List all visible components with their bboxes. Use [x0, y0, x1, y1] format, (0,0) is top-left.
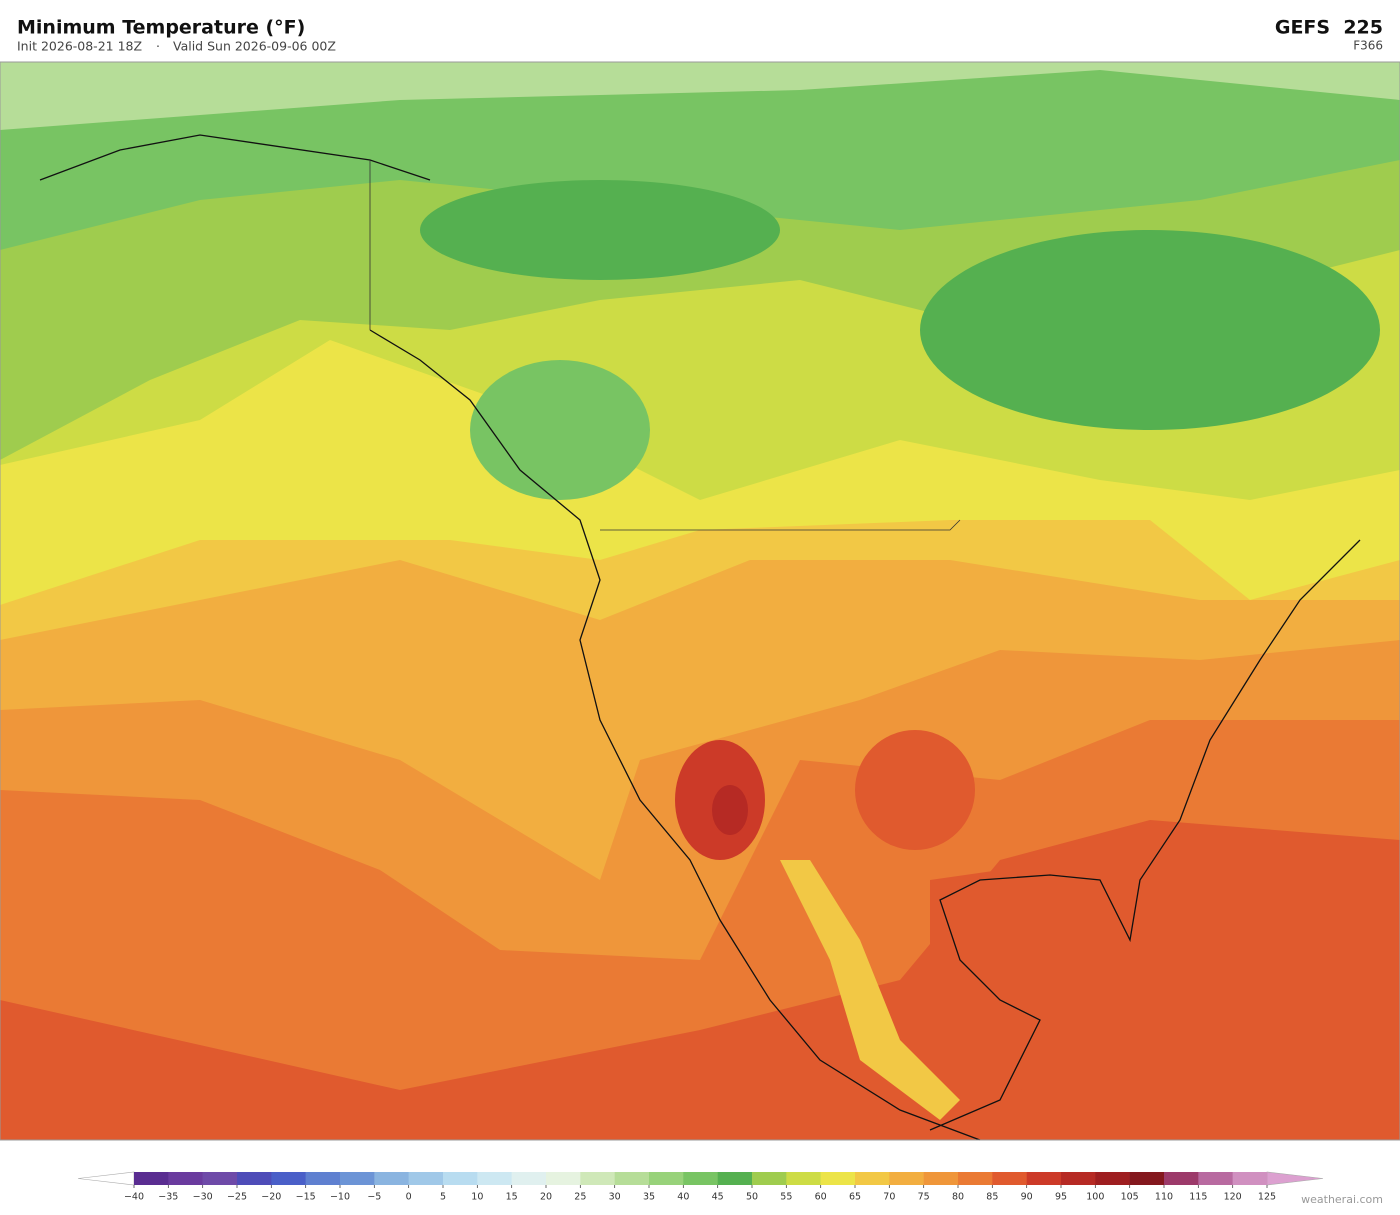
title: Minimum Temperature (°F) [17, 17, 305, 39]
colorbar-tick-label: −10 [330, 1192, 350, 1203]
colorbar-box [374, 1172, 409, 1185]
colorbar-box [614, 1172, 650, 1185]
forecast-hour: F366 [1353, 39, 1383, 53]
colorbar-tick-label: −20 [261, 1192, 281, 1203]
colorbar-tick-label: 125 [1258, 1192, 1276, 1203]
colorbar-box [1129, 1172, 1165, 1185]
colorbar-tick-label: −40 [124, 1192, 144, 1203]
colorbar-box [305, 1172, 341, 1185]
colorbar-tick-label: 0 [406, 1192, 412, 1203]
colorbar-box [958, 1172, 993, 1185]
colorbar-box [511, 1172, 547, 1185]
colorbar-tick-label: 25 [574, 1192, 586, 1203]
colorbar-box [752, 1172, 787, 1185]
colorbar-tick-label: 50 [746, 1192, 758, 1203]
colorbar-tick-label: −15 [296, 1192, 316, 1203]
colorbar: −40 −35 −30 −25 −20 −15 −10 −5 0 5 10 15 20 25 30 35 40 4… [77, 1171, 1324, 1203]
colorbar-box [1198, 1172, 1233, 1185]
colorbar-box [408, 1172, 444, 1185]
colorbar-extend-low [77, 1171, 135, 1186]
colorbar-box [1095, 1172, 1130, 1185]
colorbar-tick-label: 110 [1155, 1192, 1173, 1203]
colorbar-box [168, 1172, 203, 1185]
colorbar-tick-label: 30 [609, 1192, 621, 1203]
colorbar-box [1232, 1172, 1268, 1185]
colorbar-tick-label: 75 [918, 1192, 930, 1203]
colorbar-box [202, 1172, 238, 1185]
colorbar-box [1061, 1172, 1096, 1185]
colorbar-tick-label: 35 [643, 1192, 655, 1203]
colorbar-box [889, 1172, 924, 1185]
colorbar-tick-label: 60 [815, 1192, 827, 1203]
colorbar-box [683, 1172, 718, 1185]
colorbar-box [237, 1172, 272, 1185]
colorbar-tick-label: −25 [227, 1192, 247, 1203]
colorbar-tick-label: 120 [1224, 1192, 1242, 1203]
colorbar-extend-high [1266, 1171, 1324, 1186]
colorbar-tick-label: −35 [158, 1192, 178, 1203]
colorbar-tick-label: 10 [471, 1192, 483, 1203]
colorbar-tick-label: 5 [440, 1192, 446, 1203]
colorbar-tick-label: 70 [883, 1192, 895, 1203]
colorbar-box [992, 1172, 1027, 1185]
colorbar-tick-label: 65 [849, 1192, 861, 1203]
colorbar-box [923, 1172, 959, 1185]
colorbar-box [134, 1172, 169, 1185]
init-time: Init 2026-08-21 18Z [17, 39, 142, 54]
colorbar-box [1164, 1172, 1199, 1185]
colorbar-tick-label: −5 [367, 1192, 381, 1203]
colorbar-tick-label: 55 [780, 1192, 792, 1203]
colorbar-tick-label: 105 [1121, 1192, 1139, 1203]
colorbar-tick-label: 20 [540, 1192, 552, 1203]
colorbar-tick-label: 45 [712, 1192, 724, 1203]
colorbar-tick-label: 95 [1055, 1192, 1067, 1203]
colorbar-box [820, 1172, 856, 1185]
colorbar-box [786, 1172, 821, 1185]
colorbar-tick-label: 85 [986, 1192, 998, 1203]
colorbar-box [546, 1172, 581, 1185]
colorbar-box [340, 1172, 375, 1185]
valid-time: Valid Sun 2026-09-06 00Z [173, 39, 336, 54]
colorbar-box [271, 1172, 306, 1185]
colorbar-box [580, 1172, 615, 1185]
colorbar-box [855, 1172, 890, 1185]
colorbar-tick-label: 100 [1086, 1192, 1104, 1203]
colorbar-tick-label: −30 [193, 1192, 213, 1203]
colorbar-tick-label: 115 [1189, 1192, 1207, 1203]
colorbar-box [443, 1172, 478, 1185]
colorbar-box [649, 1172, 684, 1185]
colorbar-box [477, 1172, 512, 1185]
colorbar-tick-label: 90 [1021, 1192, 1033, 1203]
separator: · [156, 39, 160, 54]
watermark: weatherai.com [1301, 1193, 1383, 1206]
colorbar-tick-label: 80 [952, 1192, 964, 1203]
colorbar-tick-label: 15 [506, 1192, 518, 1203]
colorbar-box [1026, 1172, 1062, 1185]
colorbar-tick-label: 40 [677, 1192, 689, 1203]
map [0, 61, 1400, 1141]
model-name: GEFS 225 [1275, 17, 1383, 39]
colorbar-box [717, 1172, 753, 1185]
